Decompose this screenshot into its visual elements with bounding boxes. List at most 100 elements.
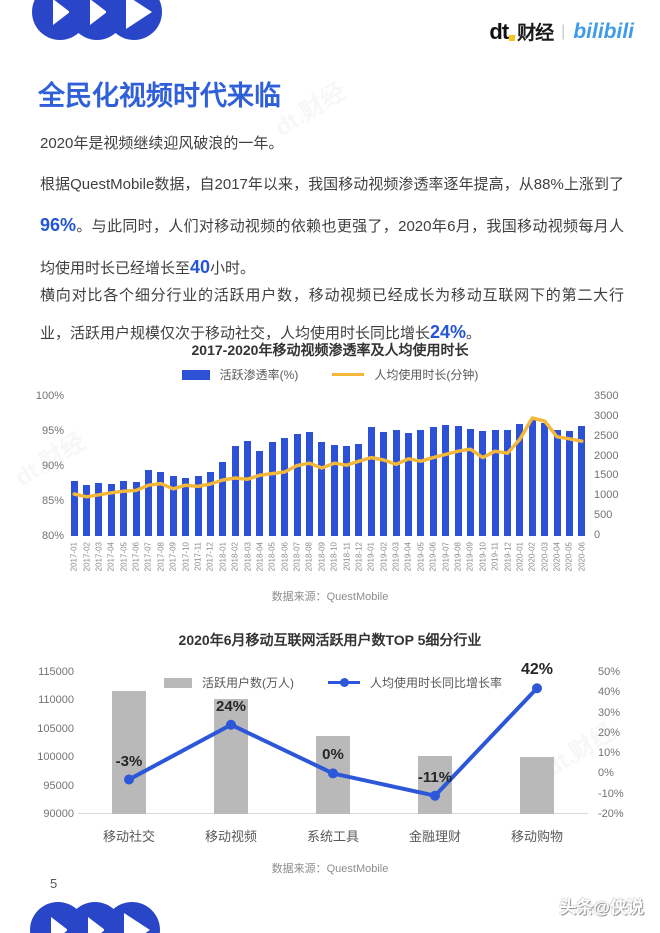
paragraph-text: 。与此同时，人们对移动视频的依赖也更强了，2020年6月，我国移动视频每月人均使… xyxy=(40,218,624,277)
axis-tick: 3500 xyxy=(594,390,619,402)
chart1-left-axis: 100% 95% 90% 85% 80% xyxy=(30,390,64,542)
category-label: 金融理财 xyxy=(408,829,462,844)
bar xyxy=(343,445,351,536)
data-label: -3% xyxy=(115,752,143,770)
axis-tick: 2500 xyxy=(594,429,619,442)
x-axis-label: 2017-01 xyxy=(69,542,79,572)
chart1-line xyxy=(72,416,584,499)
brand-separator: | xyxy=(561,22,566,40)
bar xyxy=(132,482,140,536)
bar xyxy=(206,472,214,536)
play-circle-icon xyxy=(104,902,160,933)
x-axis-label: 2018-03 xyxy=(243,542,253,572)
x-axis-label: 2017-12 xyxy=(205,542,215,572)
bar xyxy=(429,426,437,536)
highlight-24: 24% xyxy=(430,322,467,342)
x-axis-label: 2019-01 xyxy=(366,542,376,572)
bar xyxy=(392,429,400,536)
x-axis-label: 2017-04 xyxy=(106,542,116,572)
bar xyxy=(231,445,239,536)
x-axis-label: 2018-04 xyxy=(255,542,265,572)
toutiao-watermark: 头条@侠说 xyxy=(559,898,644,917)
axis-tick: 3000 xyxy=(594,409,619,422)
bar xyxy=(219,461,227,536)
data-label: 0% xyxy=(322,746,344,764)
paragraph-penetration: 根据QuestMobile数据，自2017年以来，我国移动视频渗透率逐年提高，从… xyxy=(40,165,624,289)
x-axis-label: 2020-04 xyxy=(552,542,562,572)
dt-logo-name: 财经 xyxy=(517,23,554,44)
paragraph-text: 横向对比各个细分行业的活跃用户数，移动视频已经成长为移动互联网下的第二大行业，活… xyxy=(40,287,624,342)
bar xyxy=(520,757,554,814)
paragraph-text: 根据QuestMobile数据，自2017年以来，我国移动视频渗透率逐年提高，从… xyxy=(40,176,624,193)
axis-tick: 100000 xyxy=(37,751,74,764)
x-axis-label: 2019-12 xyxy=(503,542,513,572)
x-axis-label: 2018-02 xyxy=(230,542,240,572)
legend-label-penetration: 活跃渗透率(%) xyxy=(219,368,299,382)
x-axis-label: 2017-10 xyxy=(181,542,191,572)
x-axis-label: 2017-06 xyxy=(131,542,141,572)
chart1-legend: 活跃渗透率(%) 人均使用时长(分钟) xyxy=(0,366,660,383)
legend-label-growth: 人均使用时长同比增长率 xyxy=(369,676,502,690)
bar xyxy=(565,431,573,536)
x-axis-label: 2018-05 xyxy=(267,542,277,572)
page-title: 全民化视频时代来临 xyxy=(38,81,281,112)
bar xyxy=(578,426,586,536)
chart2-category-labels: 移动社交 移动视频 系统工具 金融理财 移动购物 xyxy=(78,826,588,846)
bar xyxy=(516,424,524,536)
chart2-left-axis: 115000 110000 105000 100000 95000 90000 xyxy=(30,666,74,820)
legend-bar-swatch xyxy=(163,677,192,688)
x-axis-label: 2020-02 xyxy=(527,542,537,572)
x-axis-label: 2018-10 xyxy=(329,542,339,572)
x-axis-label: 2017-03 xyxy=(94,542,104,572)
bar xyxy=(70,480,78,536)
dt-logo-dot-icon xyxy=(509,35,516,41)
paragraph-text: 。 xyxy=(466,325,482,342)
bar xyxy=(479,431,487,536)
chart2-source: 数据来源：QuestMobile xyxy=(271,863,389,875)
axis-tick: 40% xyxy=(598,686,621,699)
legend-line-swatch xyxy=(332,373,365,376)
axis-tick: 50% xyxy=(598,666,621,678)
bar xyxy=(305,431,313,536)
x-axis-label: 2018-06 xyxy=(280,542,290,572)
dt-logo: dt 财经 xyxy=(489,18,554,45)
paragraph-industry: 横向对比各个细分行业的活跃用户数，移动视频已经成长为移动互联网下的第二大行业，活… xyxy=(40,277,624,352)
x-axis-label: 2017-09 xyxy=(168,542,178,572)
x-axis-label: 2018-07 xyxy=(292,542,302,572)
axis-tick: 90% xyxy=(41,460,64,472)
axis-tick: 105000 xyxy=(37,722,74,735)
x-axis-label: 2017-07 xyxy=(143,542,153,572)
bar xyxy=(380,431,388,536)
bar xyxy=(541,423,549,536)
highlight-96: 96% xyxy=(40,215,77,235)
brand-bar: dt 财经 | bilibili xyxy=(489,18,634,45)
axis-tick: 0 xyxy=(594,529,601,541)
chart1-right-axis: 3500 3000 2500 2000 1500 1000 500 0 xyxy=(594,390,630,541)
chart1-source: 数据来源：QuestMobile xyxy=(271,591,389,603)
x-axis-label: 2018-12 xyxy=(354,542,364,572)
category-label: 系统工具 xyxy=(306,829,360,844)
axis-tick: -10% xyxy=(598,787,624,800)
bar xyxy=(466,428,474,536)
dt-logo-text: dt xyxy=(489,19,509,44)
x-axis-label: 2020-01 xyxy=(515,542,525,572)
x-axis-label: 2019-07 xyxy=(441,542,451,572)
bar xyxy=(281,438,289,536)
bar xyxy=(330,445,338,536)
axis-tick: 0% xyxy=(598,767,614,780)
bar xyxy=(107,483,115,536)
axis-tick: -20% xyxy=(598,808,624,820)
bar xyxy=(95,482,103,536)
bar xyxy=(112,691,146,814)
x-axis-label: 2017-08 xyxy=(156,542,166,572)
play-circles-logo-footer xyxy=(30,902,200,933)
x-axis-label: 2017-05 xyxy=(119,542,129,572)
x-axis-label: 2019-09 xyxy=(465,542,475,572)
x-axis-label: 2018-01 xyxy=(218,542,228,572)
bar xyxy=(528,419,536,536)
legend-line-swatch xyxy=(327,678,360,687)
x-axis-label: 2018-08 xyxy=(304,542,314,572)
x-axis-label: 2018-09 xyxy=(317,542,327,572)
data-label: 24% xyxy=(215,697,247,715)
bar xyxy=(144,470,152,536)
